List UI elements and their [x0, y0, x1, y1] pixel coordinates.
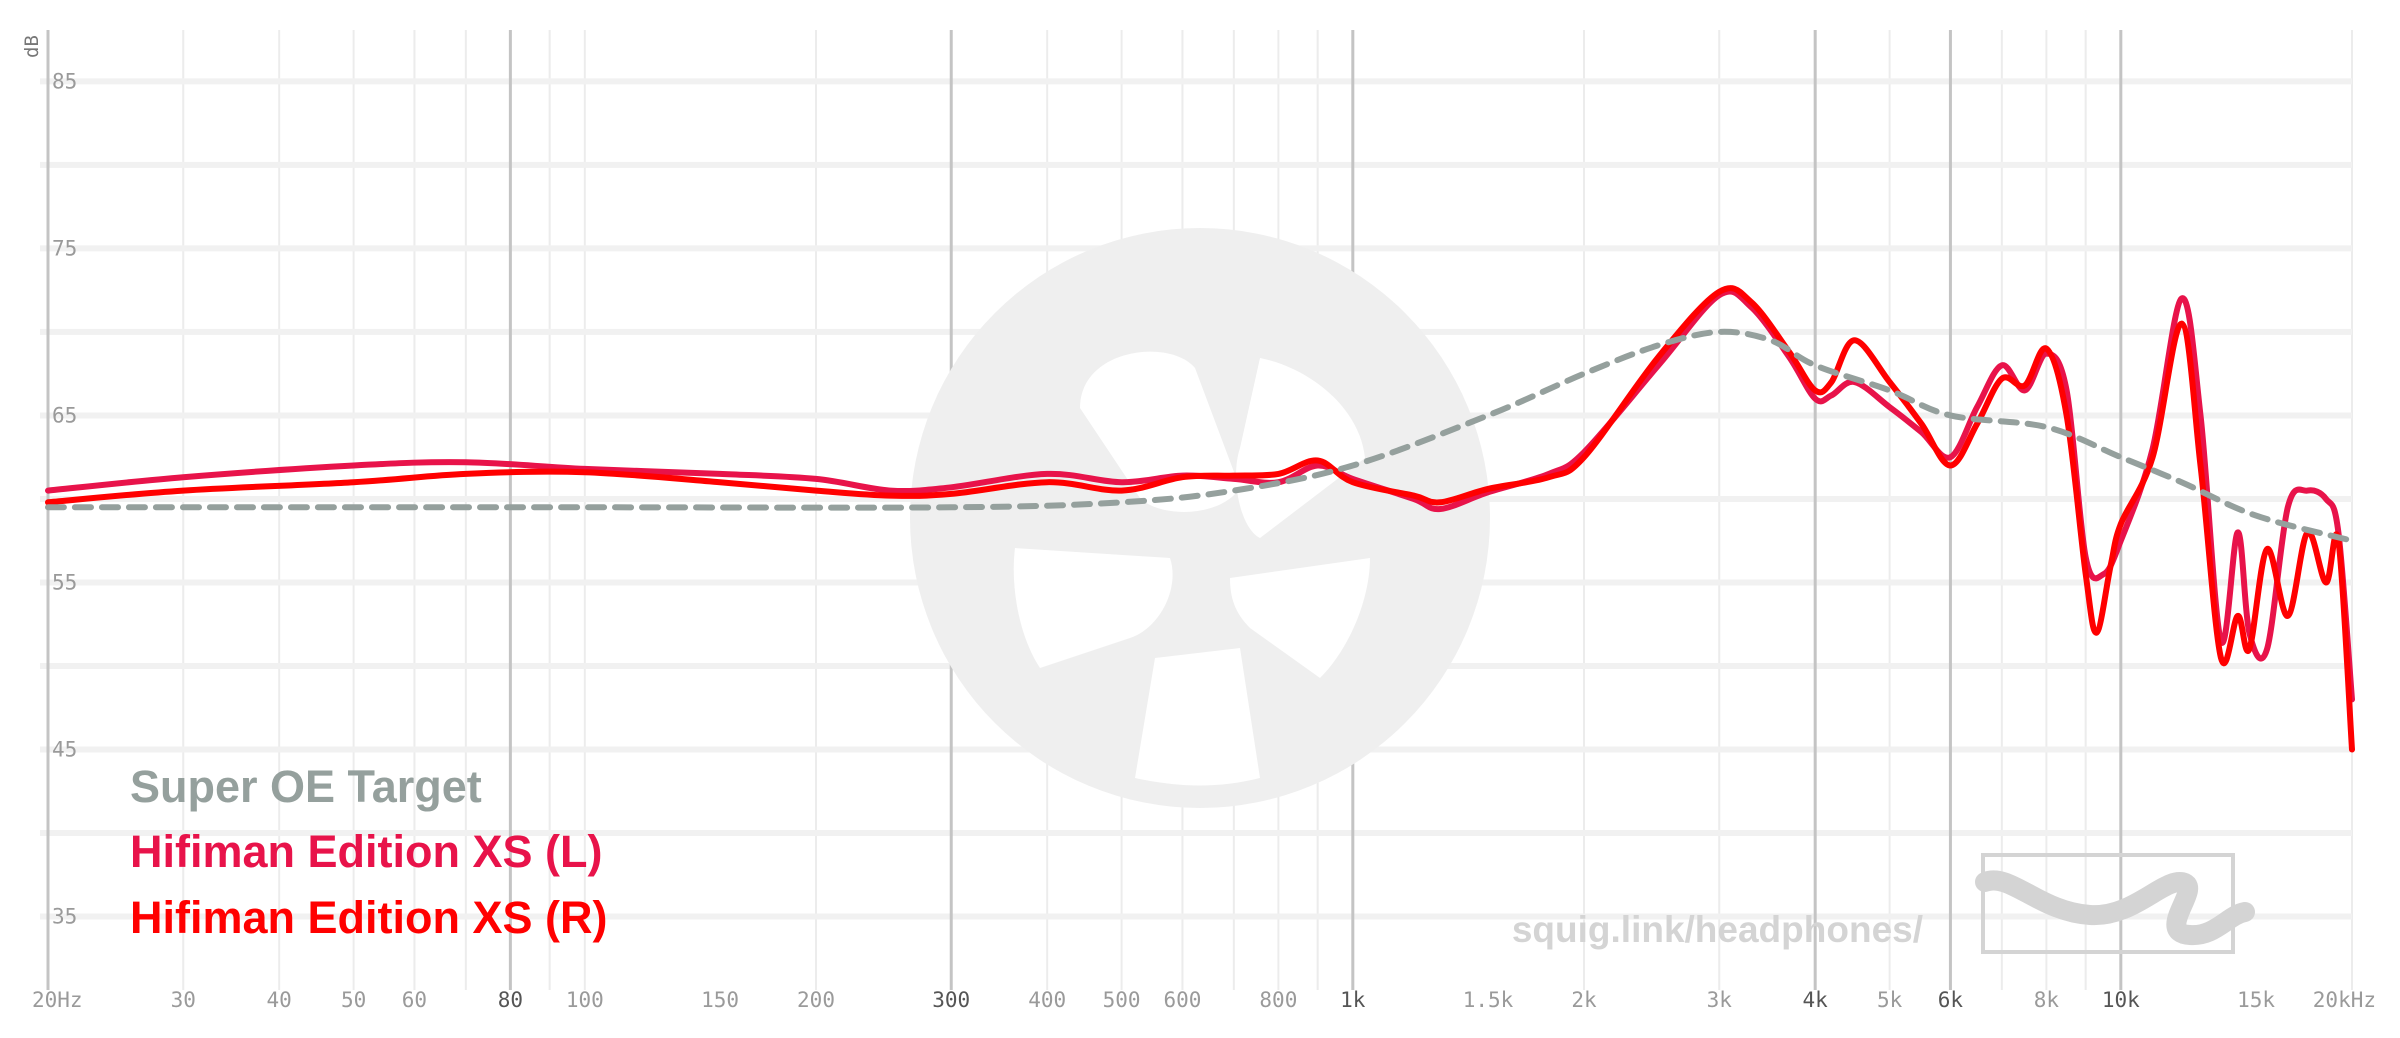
x-tick-label: 300 — [932, 988, 970, 1012]
legend-item-left: Hifiman Edition XS (L) — [130, 826, 602, 877]
x-tick-label: 4k — [1803, 988, 1829, 1012]
y-tick-label: 65 — [52, 403, 77, 427]
y-tick-label: 85 — [52, 69, 77, 93]
x-tick-label: 50 — [341, 988, 366, 1012]
squiglink-logo-frame — [1981, 853, 2235, 954]
watermark-logo — [910, 228, 1490, 808]
x-tick-label: 30 — [171, 988, 196, 1012]
y-tick-label: 35 — [52, 904, 77, 928]
legend-item-right: Hifiman Edition XS (R) — [130, 892, 608, 943]
y-axis-unit: dB — [21, 35, 43, 58]
legend: Super OE Target Hifiman Edition XS (L) H… — [130, 761, 608, 943]
y-tick-label: 75 — [52, 236, 77, 260]
x-tick-label: 800 — [1259, 988, 1297, 1012]
curves — [45, 285, 2355, 753]
x-tick-label: 1k — [1340, 988, 1366, 1012]
x-tick-label: 20Hz — [32, 988, 83, 1012]
x-tick-label: 60 — [402, 988, 427, 1012]
x-tick-label: 5k — [1877, 988, 1903, 1012]
x-tick-label: 40 — [267, 988, 292, 1012]
x-tick-label: 20kHz — [2313, 988, 2376, 1012]
brand-watermark: squig.link/headphones/ — [1512, 853, 2255, 954]
x-tick-label: 6k — [1938, 988, 1964, 1012]
y-tick-label: 55 — [52, 570, 77, 594]
x-tick-label: 100 — [566, 988, 604, 1012]
axis-ticks: 20Hz 30 40 50 60 80 100 150 200 300 400 500 600 800 1k… — [32, 69, 2376, 1012]
x-tick-label: 600 — [1163, 988, 1201, 1012]
legend-item-target: Super OE Target — [130, 761, 482, 812]
y-tick-label: 45 — [52, 737, 77, 761]
right-channel-curve — [45, 285, 2355, 753]
x-tick-label: 80 — [498, 988, 523, 1012]
x-tick-label: 1.5k — [1463, 988, 1514, 1012]
x-tick-label: 8k — [2034, 988, 2060, 1012]
x-tick-label: 200 — [797, 988, 835, 1012]
watermark-url: squig.link/headphones/ — [1512, 909, 1923, 950]
x-tick-label: 400 — [1028, 988, 1066, 1012]
x-tick-label: 150 — [701, 988, 739, 1012]
x-tick-label: 500 — [1103, 988, 1141, 1012]
squiglink-logo-icon — [1975, 870, 2255, 946]
x-tick-label: 10k — [2102, 988, 2140, 1012]
x-tick-label: 3k — [1707, 988, 1733, 1012]
target-curve — [45, 328, 2355, 544]
x-tick-label: 15k — [2237, 988, 2275, 1012]
left-channel-curve — [45, 288, 2355, 703]
x-tick-label: 2k — [1571, 988, 1597, 1012]
